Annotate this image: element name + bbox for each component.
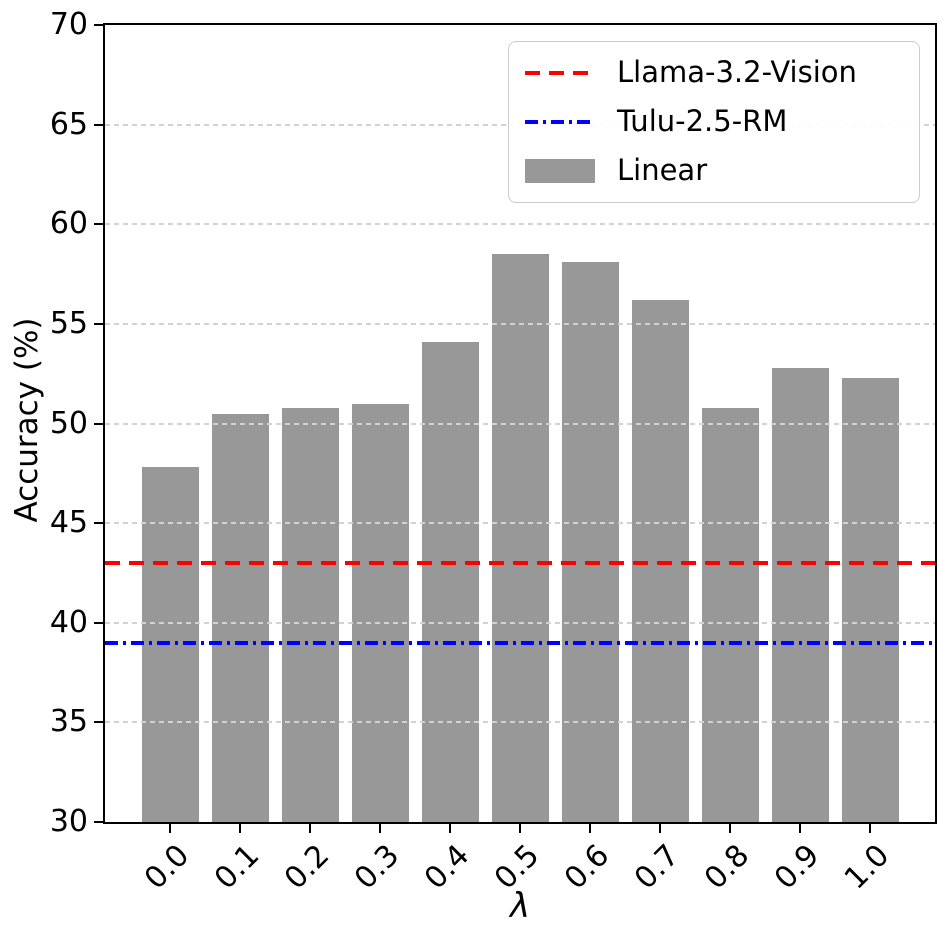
gray-bar-sample	[525, 159, 595, 184]
legend-item-llama: Llama-3.2-Vision	[525, 48, 909, 97]
y-tick-label-65: 65	[49, 106, 88, 142]
x-tick-mark-0.2	[309, 824, 311, 833]
y-tick-label-60: 60	[49, 206, 88, 242]
x-tick-mark-0.8	[729, 824, 731, 833]
blue-dashdot-line-sample	[525, 119, 595, 124]
gridline-35	[105, 721, 935, 724]
y-tick-label-35: 35	[49, 704, 88, 740]
bar-lambda-0.0	[141, 467, 199, 822]
y-tick-mark-45	[94, 522, 103, 525]
hline-Llama-3.2-Vision	[105, 560, 935, 565]
bars-layer	[105, 25, 935, 822]
y-tick-mark-40	[94, 621, 103, 624]
legend-label-tulu: Tulu-2.5-RM	[617, 104, 788, 139]
y-tick-mark-55	[94, 322, 103, 325]
legend: Llama-3.2-Vision Tulu-2.5-RM Linear	[508, 41, 920, 203]
y-tick-mark-60	[94, 223, 103, 226]
legend-item-tulu: Tulu-2.5-RM	[525, 97, 909, 146]
x-axis-title: λ	[509, 886, 531, 926]
y-tick-mark-30	[94, 821, 103, 823]
hline-Tulu-2.5-RM	[105, 640, 935, 645]
bar-lambda-0.8	[701, 407, 759, 822]
y-tick-label-30: 30	[49, 804, 88, 839]
y-tick-label-55: 55	[49, 305, 88, 341]
x-tick-mark-0.4	[449, 824, 451, 833]
y-tick-mark-35	[94, 721, 103, 724]
x-tick-mark-0.5	[519, 824, 521, 833]
x-tick-mark-0.1	[239, 824, 241, 833]
x-tick-mark-0.9	[799, 824, 801, 833]
gridline-40	[105, 621, 935, 624]
gridline-60	[105, 223, 935, 226]
y-tick-label-50: 50	[49, 405, 88, 441]
y-tick-label-70: 70	[49, 7, 88, 42]
y-tick-mark-70	[94, 24, 103, 26]
bar-lambda-0.4	[421, 341, 479, 822]
x-axis-title-wrap: λ	[103, 886, 937, 926]
bar-lambda-0.1	[211, 413, 269, 822]
bar-lambda-0.2	[281, 407, 339, 822]
x-tick-mark-1.0	[869, 824, 871, 833]
legend-label-linear: Linear	[617, 153, 708, 188]
bar-lambda-0.5	[491, 254, 549, 822]
gridline-45	[105, 522, 935, 525]
bar-lambda-0.9	[771, 367, 829, 822]
bar-lambda-0.6	[561, 262, 619, 822]
gridline-55	[105, 322, 935, 325]
red-dashed-line-sample	[525, 70, 595, 75]
legend-label-llama: Llama-3.2-Vision	[617, 54, 857, 89]
gridline-50	[105, 422, 935, 425]
y-tick-mark-50	[94, 422, 103, 425]
x-tick-mark-0.0	[169, 824, 171, 833]
legend-item-linear: Linear	[525, 147, 909, 196]
y-tick-label-45: 45	[49, 505, 88, 541]
x-tick-mark-0.6	[589, 824, 591, 833]
x-tick-mark-0.3	[379, 824, 381, 833]
bar-lambda-0.3	[351, 403, 409, 822]
bar-lambda-1.0	[841, 377, 899, 822]
y-tick-mark-65	[94, 123, 103, 126]
y-tick-label-40: 40	[49, 604, 88, 640]
hlines-layer	[105, 25, 935, 822]
x-tick-mark-0.7	[659, 824, 661, 833]
